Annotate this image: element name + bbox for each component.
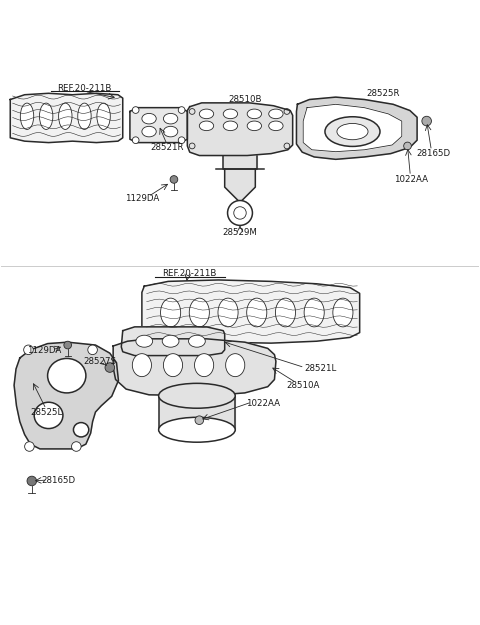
Circle shape [228, 201, 252, 226]
Circle shape [72, 442, 81, 451]
Ellipse shape [136, 335, 153, 348]
Polygon shape [297, 97, 417, 159]
Circle shape [178, 107, 185, 113]
Ellipse shape [158, 418, 235, 442]
Ellipse shape [276, 298, 296, 327]
Ellipse shape [189, 335, 205, 348]
Text: REF.20-211B: REF.20-211B [163, 269, 217, 278]
Polygon shape [142, 280, 360, 343]
Text: 28510A: 28510A [287, 381, 320, 390]
Ellipse shape [160, 298, 180, 327]
Ellipse shape [226, 354, 245, 377]
Text: 1129DA: 1129DA [125, 194, 159, 203]
Polygon shape [113, 339, 276, 396]
Ellipse shape [269, 121, 283, 131]
Ellipse shape [333, 298, 353, 327]
Text: 1129DA: 1129DA [27, 346, 61, 355]
Circle shape [88, 345, 97, 354]
Text: 28525L: 28525L [30, 408, 62, 416]
Polygon shape [130, 107, 187, 142]
Ellipse shape [247, 298, 267, 327]
Text: REF.20-211B: REF.20-211B [57, 84, 112, 93]
Polygon shape [187, 103, 293, 156]
Ellipse shape [97, 103, 110, 129]
Text: 1022AA: 1022AA [246, 399, 280, 408]
Polygon shape [158, 396, 235, 430]
Text: 1022AA: 1022AA [395, 175, 428, 184]
Text: 28529M: 28529M [223, 228, 257, 237]
Ellipse shape [34, 402, 63, 429]
Text: 28527S: 28527S [84, 357, 117, 366]
Ellipse shape [78, 103, 91, 129]
Ellipse shape [162, 335, 179, 348]
Circle shape [422, 116, 432, 126]
Ellipse shape [247, 121, 262, 131]
Ellipse shape [189, 298, 209, 327]
Ellipse shape [269, 109, 283, 119]
Circle shape [27, 476, 36, 486]
Text: 28165D: 28165D [417, 149, 451, 158]
Text: 28165D: 28165D [41, 476, 75, 484]
Ellipse shape [163, 126, 178, 137]
Ellipse shape [337, 124, 368, 140]
Ellipse shape [223, 109, 238, 119]
Ellipse shape [39, 103, 53, 129]
Ellipse shape [247, 109, 262, 119]
Ellipse shape [132, 354, 152, 377]
Polygon shape [121, 327, 225, 356]
Circle shape [132, 107, 139, 113]
Ellipse shape [163, 354, 182, 377]
Ellipse shape [20, 103, 34, 129]
Circle shape [178, 137, 185, 144]
Ellipse shape [158, 383, 235, 408]
Circle shape [404, 142, 411, 150]
Circle shape [64, 341, 72, 349]
Circle shape [24, 442, 34, 451]
Ellipse shape [48, 359, 86, 393]
Circle shape [170, 176, 178, 183]
Ellipse shape [163, 113, 178, 124]
Ellipse shape [142, 113, 156, 124]
Text: 28521R: 28521R [151, 143, 184, 152]
Ellipse shape [223, 121, 238, 131]
Ellipse shape [199, 109, 214, 119]
Circle shape [132, 137, 139, 144]
Ellipse shape [142, 126, 156, 137]
Circle shape [195, 416, 204, 424]
Circle shape [105, 362, 115, 372]
Ellipse shape [304, 298, 324, 327]
Polygon shape [14, 342, 119, 449]
Polygon shape [225, 169, 255, 202]
Polygon shape [10, 93, 123, 142]
Ellipse shape [59, 103, 72, 129]
Polygon shape [303, 104, 402, 152]
Ellipse shape [218, 298, 238, 327]
Ellipse shape [325, 117, 380, 146]
Ellipse shape [73, 422, 89, 437]
Polygon shape [223, 156, 257, 169]
Text: 28525R: 28525R [367, 89, 400, 98]
Text: 28510B: 28510B [228, 94, 262, 104]
Ellipse shape [199, 121, 214, 131]
Ellipse shape [194, 354, 214, 377]
Circle shape [24, 345, 33, 354]
Text: 28521L: 28521L [304, 364, 336, 374]
